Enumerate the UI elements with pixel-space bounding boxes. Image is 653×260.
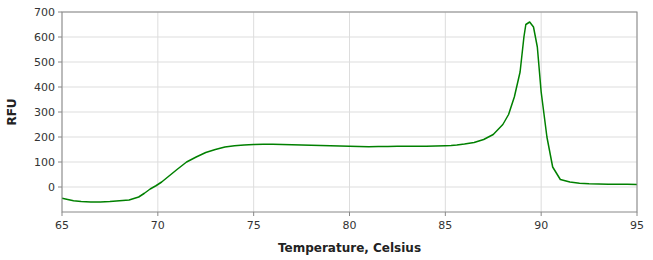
chart: 65 70 75 80 85 90 95 0 100 200 300 400 500 600 700 Temp… <box>0 0 653 260</box>
tick-y <box>58 187 62 188</box>
tick-label-x: 65 <box>55 219 69 232</box>
tick-label-y: 600 <box>34 31 55 44</box>
grid-line-y <box>62 137 637 138</box>
tick-label-y: 300 <box>34 106 55 119</box>
tick-x <box>157 212 158 216</box>
tick-y <box>58 12 62 13</box>
tick-label-y: 700 <box>34 6 55 19</box>
grid-line-y <box>62 37 637 38</box>
grid-line-y <box>62 62 637 63</box>
grid-line-y <box>62 187 637 188</box>
y-axis-label: RFU <box>5 98 19 125</box>
tick-y <box>58 112 62 113</box>
tick-x <box>637 212 638 216</box>
tick-label-y: 400 <box>34 81 55 94</box>
grid <box>62 12 637 212</box>
tick-label-y: 0 <box>48 181 55 194</box>
tick-label-x: 70 <box>151 219 165 232</box>
tick-x <box>253 212 254 216</box>
tick-x <box>445 212 446 216</box>
axes: 65 70 75 80 85 90 95 0 100 200 300 400 500 600 700 <box>34 6 644 232</box>
melt-curve <box>62 22 637 202</box>
data-area <box>62 22 637 202</box>
plot-frame <box>62 12 637 212</box>
grid-line-y <box>62 87 637 88</box>
tick-label-x: 80 <box>343 219 357 232</box>
plot-area <box>62 12 637 212</box>
tick-x <box>541 212 542 216</box>
tick-label-y: 500 <box>34 56 55 69</box>
tick-label-x: 95 <box>630 219 644 232</box>
tick-label-x: 90 <box>534 219 548 232</box>
grid-line-y <box>62 162 637 163</box>
tick-label-x: 85 <box>438 219 452 232</box>
tick-y <box>58 37 62 38</box>
tick-x <box>349 212 350 216</box>
tick-y <box>58 137 62 138</box>
grid-line-y <box>62 112 637 113</box>
tick-y <box>58 87 62 88</box>
tick-label-x: 75 <box>247 219 261 232</box>
tick-y <box>58 62 62 63</box>
tick-x <box>62 212 63 216</box>
x-axis-label: Temperature, Celsius <box>278 241 421 255</box>
tick-label-y: 200 <box>34 131 55 144</box>
tick-y <box>58 162 62 163</box>
tick-label-y: 100 <box>34 156 55 169</box>
